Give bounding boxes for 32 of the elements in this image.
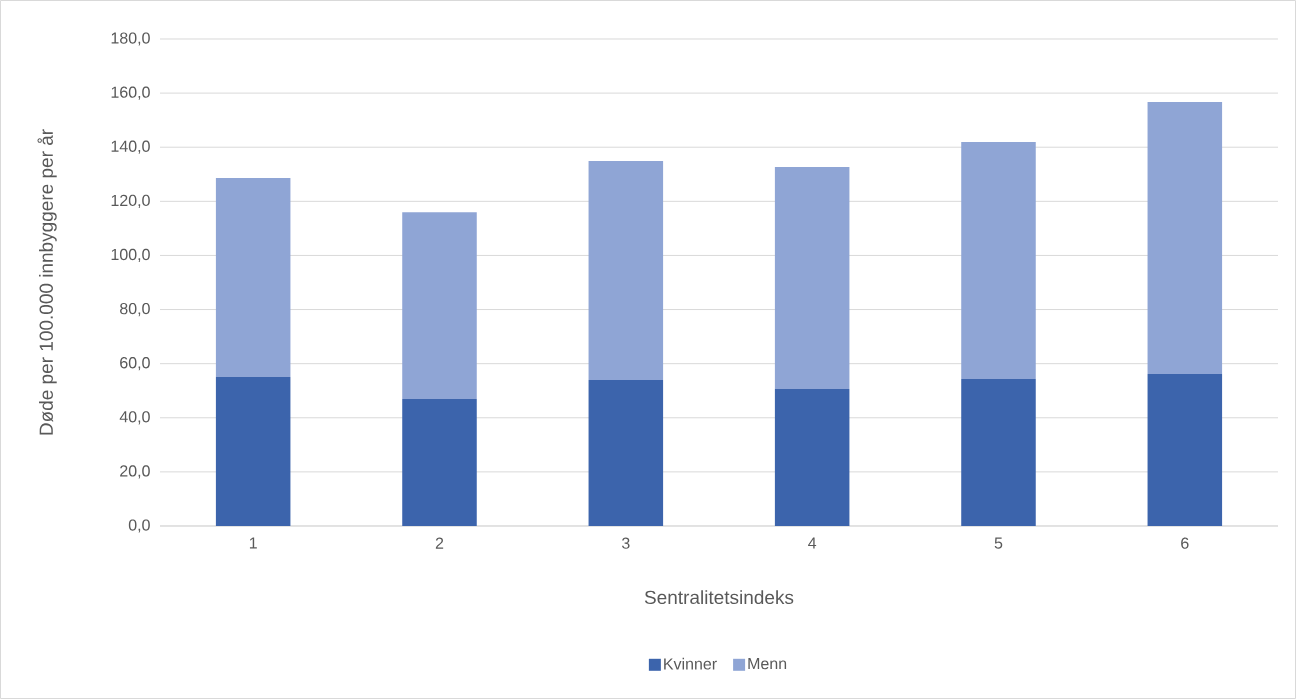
x-tick-label: 1 bbox=[249, 537, 257, 549]
bar bbox=[402, 212, 477, 400]
x-tick-label: 4 bbox=[808, 537, 817, 549]
bar bbox=[1147, 102, 1223, 374]
y-tick-label: 120,0 bbox=[111, 194, 150, 208]
y-tick-label: 60,0 bbox=[120, 357, 150, 371]
y-axis-title: Døde per 100.000 innbyggere per år bbox=[37, 129, 57, 435]
x-tick-label: 3 bbox=[621, 537, 630, 549]
x-tick-label: 6 bbox=[1181, 537, 1189, 549]
y-tick-label: 0,0 bbox=[128, 519, 150, 533]
bar bbox=[215, 376, 291, 526]
bar bbox=[961, 379, 1036, 526]
y-tick-label: 40,0 bbox=[119, 411, 150, 425]
legend-label: Menn bbox=[748, 658, 787, 670]
y-tick-label: 160,0 bbox=[111, 86, 150, 100]
bar bbox=[588, 161, 664, 380]
bar bbox=[1147, 373, 1223, 526]
x-tick-label: 2 bbox=[435, 537, 444, 549]
bar bbox=[774, 166, 850, 390]
y-tick-label: 20,0 bbox=[120, 465, 150, 479]
bar bbox=[961, 142, 1036, 380]
bar bbox=[215, 178, 291, 377]
y-tick-label: 80,0 bbox=[120, 302, 150, 317]
y-tick-label: 180,0 bbox=[111, 32, 150, 46]
y-tick-label: 100,0 bbox=[111, 248, 150, 263]
bar bbox=[402, 399, 477, 526]
legend-label: Kvinner bbox=[664, 657, 717, 670]
x-tick-label: 5 bbox=[994, 537, 1003, 549]
x-axis-title: Sentralitetsindeks bbox=[644, 590, 794, 605]
bar bbox=[774, 389, 850, 526]
y-tick-label: 140,0 bbox=[111, 140, 150, 154]
bar bbox=[588, 379, 664, 526]
